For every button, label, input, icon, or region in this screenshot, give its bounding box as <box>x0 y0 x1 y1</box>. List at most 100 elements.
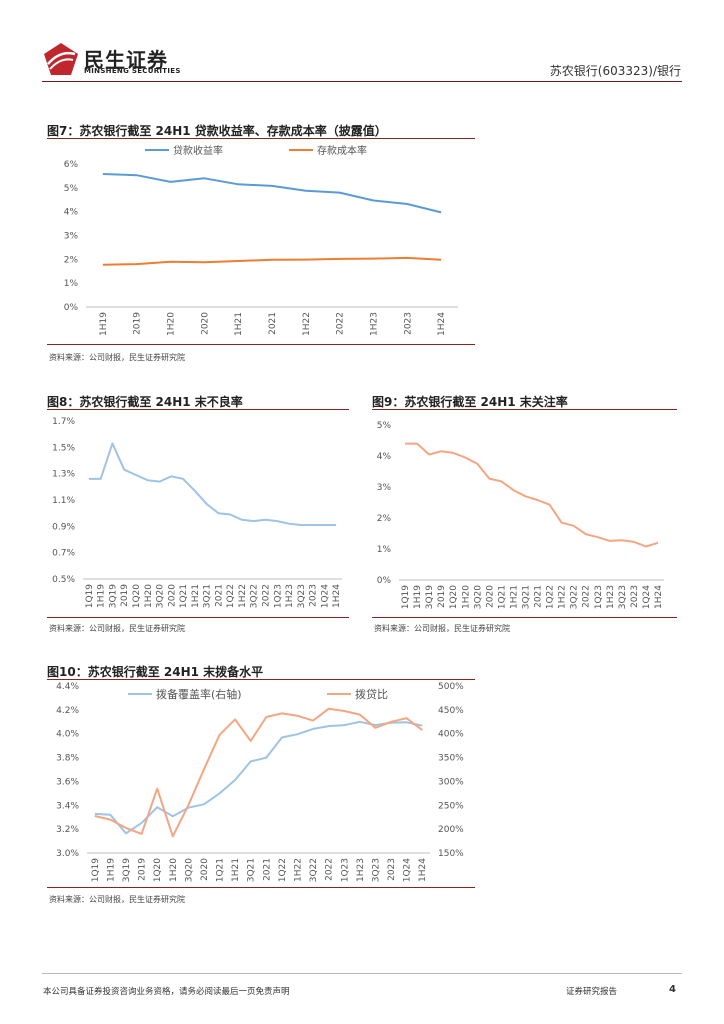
y-tick-label: 4.4% <box>56 682 79 692</box>
brand-name-cn: 民生证券 <box>84 48 168 72</box>
x-tick-label: 1H24 <box>654 585 664 609</box>
x-tick-label: 2021 <box>534 585 544 608</box>
y-tick-label: 5% <box>377 421 392 431</box>
x-tick-label: 1H20 <box>167 312 177 336</box>
x-tick-label: 1Q21 <box>497 585 507 609</box>
figure9-chart: 0% 1% 2% 3% 4% 5% 1Q19 1H19 3Q19 2019 1Q20 1H20 3Q20… <box>377 421 664 610</box>
x-tick-label: 1H23 <box>369 312 379 336</box>
brand-logo-icon <box>42 42 80 80</box>
x-tick-label: 1H24 <box>437 312 447 336</box>
figure9-rule <box>372 409 677 410</box>
figure7-title: 图7：苏农银行截至 24H1 贷款收益率、存款成本率（披露值） <box>47 124 387 138</box>
x-tick-label: 1H21 <box>191 584 201 608</box>
x-tick-label: 3Q22 <box>309 858 319 882</box>
y-tick-label: 2% <box>64 255 79 265</box>
x-tick-label: 1H22 <box>302 312 312 336</box>
y-tick-label: 1.3% <box>52 470 75 480</box>
x-tick-label: 1H19 <box>413 585 423 609</box>
x-tick-label: 3Q21 <box>521 585 531 609</box>
series-line-2 <box>94 707 423 838</box>
x-tick-label: 1Q19 <box>91 858 101 883</box>
y-right-tick-label: 250% <box>438 801 464 811</box>
series-line-1 <box>94 720 423 835</box>
y-tick-label: 2% <box>377 514 392 524</box>
x-tick-label: 2019 <box>120 584 130 607</box>
x-tick-label: 2019 <box>437 585 447 608</box>
x-tick-label: 1Q21 <box>216 858 226 882</box>
y-tick-label: 6% <box>64 160 79 170</box>
x-tick-label: 1Q20 <box>449 585 459 610</box>
x-tick-label: 2023 <box>630 585 640 608</box>
y-tick-label: 3% <box>64 232 79 242</box>
x-tick-label: 2020 <box>200 858 210 881</box>
x-tick-label: 3Q23 <box>371 858 381 882</box>
x-tick-label: 2021 <box>262 858 272 881</box>
x-tick-label: 1H22 <box>293 858 303 882</box>
x-tick-label: 1H20 <box>461 585 471 609</box>
figure8-bottom-rule <box>47 617 349 618</box>
y-tick-label: 3.4% <box>56 801 79 811</box>
y-tick-label: 3.8% <box>56 754 79 764</box>
y-right-tick-label: 200% <box>438 825 464 835</box>
legend-label-1: 贷款收益率 <box>173 144 223 157</box>
x-tick-label: 2019 <box>133 312 143 335</box>
y-right-tick-label: 450% <box>438 706 464 716</box>
x-tick-label: 2022 <box>336 312 346 335</box>
x-tick-label: 3Q21 <box>247 858 257 882</box>
x-tick-label: 1Q20 <box>153 858 163 883</box>
x-tick-label: 2019 <box>138 858 148 881</box>
x-tick-label: 3Q21 <box>203 584 213 608</box>
y-tick-label: 3.6% <box>56 777 79 787</box>
x-tick-label: 2022 <box>582 585 592 608</box>
page-number: 4 <box>669 984 676 995</box>
x-tick-label: 2022 <box>261 584 271 607</box>
x-tick-label: 2023 <box>309 584 319 607</box>
y-right-tick-label: 500% <box>438 682 464 692</box>
y-tick-label: 5% <box>64 184 79 194</box>
x-tick-label: 1Q23 <box>340 858 350 882</box>
x-tick-label: 1H19 <box>97 584 107 608</box>
figure10-rule <box>47 679 475 680</box>
x-tick-label: 1Q22 <box>546 585 556 609</box>
figure10-chart: 3.0% 3.2% 3.4% 3.6% 3.8% 4.0% 4.2% 4.4% 150% 200%… <box>56 682 464 883</box>
footer-report-type: 证券研究报告 <box>566 987 618 997</box>
series-line-1 <box>102 173 442 214</box>
y-tick-label: 0.7% <box>52 549 75 559</box>
x-tick-label: 1H19 <box>106 858 116 882</box>
figure8-source: 资料来源：公司财报，民生证券研究院 <box>49 624 185 633</box>
y-tick-label: 0% <box>64 303 79 313</box>
x-tick-label: 3Q19 <box>425 585 435 610</box>
x-tick-label: 1Q23 <box>273 584 283 608</box>
y-tick-label: 1.5% <box>52 443 75 453</box>
y-tick-label: 1% <box>64 279 79 289</box>
x-tick-label: 1H22 <box>238 584 248 608</box>
legend-label-2: 存款成本率 <box>317 144 367 157</box>
series-line-1 <box>405 442 659 548</box>
y-right-tick-label: 400% <box>438 730 464 740</box>
x-tick-label: 1Q19 <box>85 584 95 609</box>
x-tick-label: 2023 <box>387 858 397 881</box>
y-tick-label: 1% <box>377 545 392 555</box>
x-tick-label: 2023 <box>403 312 413 335</box>
figure9-title: 图9：苏农银行截至 24H1 末关注率 <box>372 395 568 409</box>
x-tick-label: 1H21 <box>231 858 241 882</box>
footer-disclaimer: 本公司具备证券投资咨询业务资格，请务必阅读最后一页免责声明 <box>43 987 290 997</box>
legend-label-1: 拨备覆盖率(右轴) <box>156 687 242 701</box>
x-tick-label: 1H21 <box>509 585 519 609</box>
report-subject: 苏农银行(603323)/银行 <box>549 64 681 78</box>
series-line-2 <box>102 256 442 266</box>
figure8-title: 图8：苏农银行截至 24H1 末不良率 <box>47 395 243 409</box>
brand-name-en: MINSHENG SECURITIES <box>84 67 181 75</box>
x-tick-label: 3Q23 <box>297 584 307 608</box>
x-tick-label: 3Q22 <box>250 584 260 608</box>
figure7-chart: 0% 1% 2% 3% 4% 5% 6% 1H19 2019 1H20 2020 1H21 2021 1H… <box>64 144 458 336</box>
x-tick-label: 1H24 <box>418 858 428 882</box>
y-tick-label: 0.9% <box>52 522 75 532</box>
y-tick-label: 4% <box>64 208 79 218</box>
x-tick-label: 2020 <box>200 312 210 335</box>
y-tick-label: 1.7% <box>52 417 75 427</box>
x-tick-label: 1Q24 <box>642 585 652 610</box>
figure9-bottom-rule <box>372 617 677 618</box>
figure9-source: 资料来源：公司财报，民生证券研究院 <box>374 624 510 633</box>
x-tick-label: 3Q20 <box>156 584 166 609</box>
